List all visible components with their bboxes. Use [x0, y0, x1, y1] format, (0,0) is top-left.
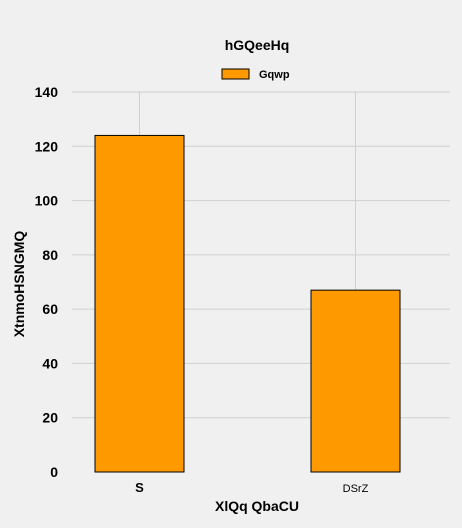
x-tick-label: S — [135, 480, 144, 495]
bars — [94, 134, 401, 473]
y-tick-label: 140 — [35, 84, 59, 100]
x-axis-ticks: S DSrZ — [135, 480, 368, 495]
y-tick-label: 60 — [42, 301, 58, 317]
bar-dsrz — [310, 289, 401, 473]
legend-swatch — [221, 68, 250, 80]
y-tick-label: 0 — [50, 464, 58, 480]
x-tick-label: DSrZ — [343, 483, 369, 495]
legend: Gqwp — [221, 68, 290, 81]
y-axis-label: XtnmoHSNGMQ — [11, 231, 27, 338]
legend-label: Gqwp — [259, 69, 290, 81]
x-axis-label: XlQq QbaCU — [215, 498, 299, 514]
y-tick-label: 20 — [42, 410, 58, 426]
bar-s — [94, 134, 185, 473]
y-axis-ticks: 0 20 40 60 80 100 120 140 — [35, 84, 59, 480]
y-tick-label: 120 — [35, 138, 59, 154]
y-tick-label: 100 — [35, 193, 59, 209]
y-tick-label: 80 — [42, 247, 58, 263]
y-tick-label: 40 — [42, 355, 58, 371]
chart-title: hGQeeHq — [225, 37, 290, 53]
